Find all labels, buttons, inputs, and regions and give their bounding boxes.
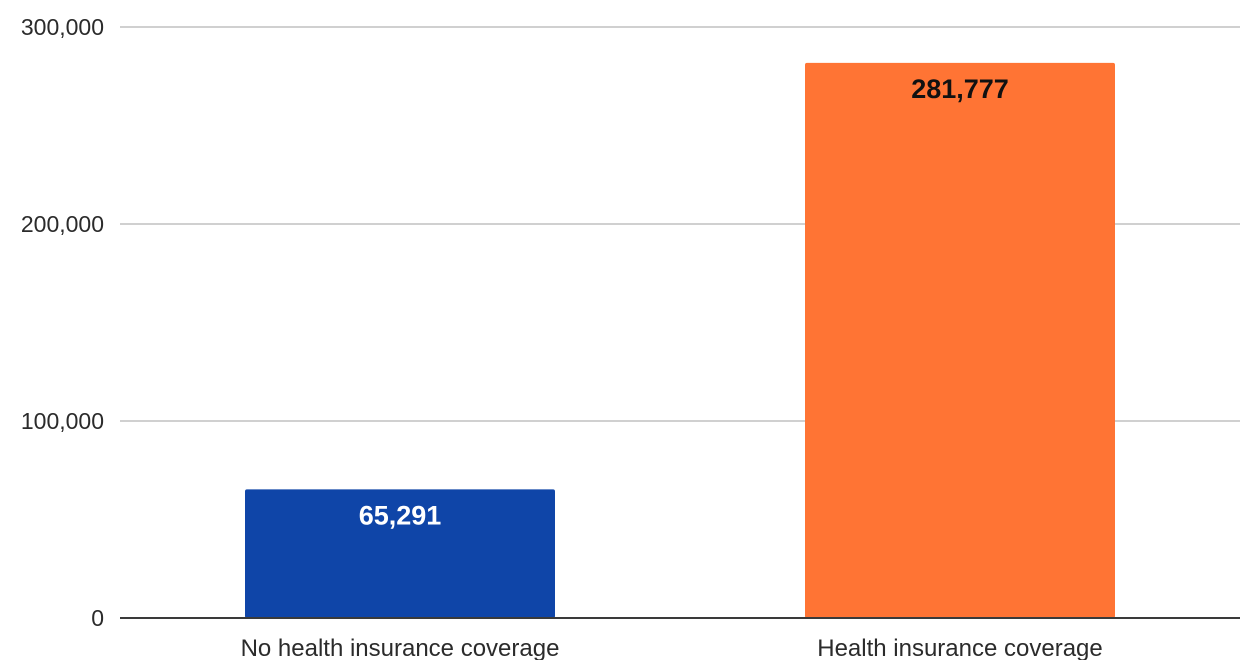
y-tick-label: 0 (91, 605, 104, 631)
x-category-label: No health insurance coverage (241, 635, 560, 660)
x-axis-categories: No health insurance coverage Health insur… (241, 635, 1103, 660)
data-labels: 65,291 281,777 (359, 74, 1009, 530)
bar-value-label: 65,291 (359, 500, 442, 530)
x-category-label: Health insurance coverage (817, 635, 1103, 660)
y-tick-label: 100,000 (21, 408, 104, 434)
bars (245, 62, 1115, 619)
y-tick-label: 200,000 (21, 211, 104, 237)
y-tick-label: 300,000 (21, 14, 104, 40)
bar (805, 62, 1115, 619)
y-axis-ticks: 0 100,000 200,000 300,000 (21, 14, 104, 631)
bar (245, 489, 555, 618)
bar-value-label: 281,777 (911, 74, 1009, 104)
